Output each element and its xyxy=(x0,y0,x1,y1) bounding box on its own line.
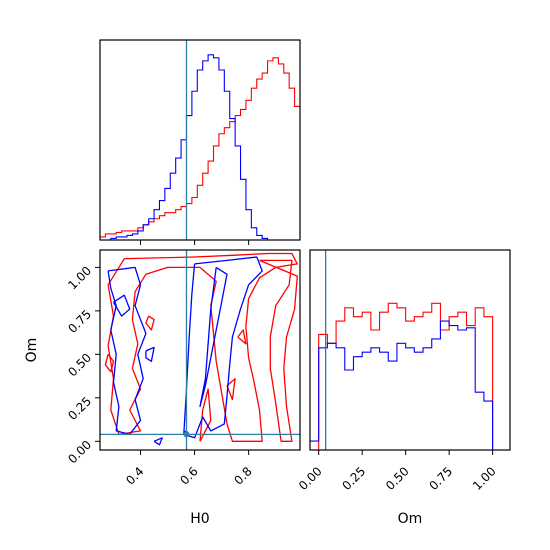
h0-histogram-blue xyxy=(100,54,300,240)
om-x-tick-label: 0.25 xyxy=(340,464,369,493)
contour-red-6 xyxy=(237,329,247,345)
contour-blue-2 xyxy=(199,266,228,408)
om-marginal-panel: 0.00 0.25 0.50 0.75 1.00 xyxy=(296,249,511,493)
joint-x-tick-label: 0.4 xyxy=(123,464,146,487)
joint-y-tick-label: 0.50 xyxy=(65,351,94,380)
contour-blue-5 xyxy=(153,437,163,446)
om-x-tick-label: 0.75 xyxy=(426,464,455,493)
contour-red-5 xyxy=(226,378,236,401)
joint-y-tick-label: 0.75 xyxy=(65,307,94,336)
h0-marginal-panel xyxy=(99,39,301,245)
joint-truth-point xyxy=(183,431,190,438)
contour-red-4 xyxy=(145,315,155,331)
om-x-tick-label: 1.00 xyxy=(470,464,499,493)
om-histogram-blue xyxy=(310,320,502,450)
om-x-tick-label: 0.00 xyxy=(296,464,325,493)
om-joint-y-axis-label: Om xyxy=(24,338,40,363)
h0-marginal-frame xyxy=(99,39,301,241)
joint-y-tick-label: 0.25 xyxy=(65,394,94,423)
h0-axis-label: H0 xyxy=(190,511,209,527)
contour-blue-0 xyxy=(107,266,147,435)
contour-blue-3 xyxy=(112,294,131,317)
h0-om-joint-panel: 0.4 0.6 0.8 0.00 0.25 0.50 0.75 1.00 xyxy=(65,249,301,488)
om-histogram-red xyxy=(310,302,502,450)
joint-x-tick-label: 0.6 xyxy=(177,464,200,487)
om-x-tick-label: 0.50 xyxy=(383,464,412,493)
joint-x-tick-label: 0.8 xyxy=(231,464,254,487)
om-marginal-frame xyxy=(309,249,511,451)
joint-y-tick-label: 0.00 xyxy=(65,438,94,467)
joint-frame xyxy=(99,249,301,451)
contour-blue-4 xyxy=(145,346,155,362)
h0-histogram-red xyxy=(100,57,300,240)
om-axis-label: Om xyxy=(398,511,423,527)
contour-blue-1 xyxy=(183,256,263,439)
joint-y-tick-label: 1.00 xyxy=(65,264,94,293)
contour-red-1 xyxy=(259,259,298,442)
contour-red-3 xyxy=(104,353,115,373)
